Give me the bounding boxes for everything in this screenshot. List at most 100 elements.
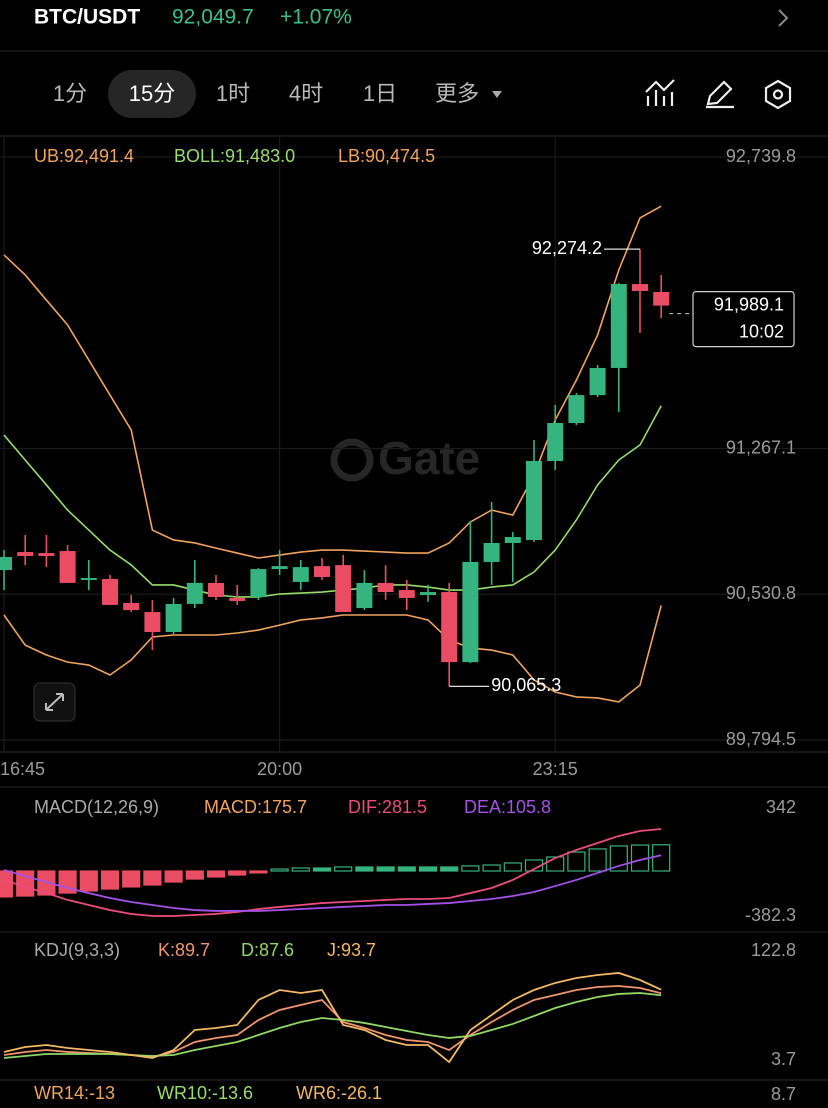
x-tick-label: 23:15	[533, 759, 578, 779]
candle-body	[610, 284, 627, 368]
watermark: Gate	[378, 432, 480, 484]
candle-body	[59, 551, 76, 583]
macd-bar	[185, 870, 204, 880]
legend-entry: DIF:281.5	[348, 797, 427, 817]
legend-entry: J:93.7	[327, 940, 376, 960]
candle-body	[250, 569, 267, 597]
candle-body	[144, 612, 161, 633]
candle-body	[483, 542, 500, 562]
chevron[interactable]	[778, 9, 789, 27]
price: 92,049.7	[172, 6, 254, 29]
macd-bar	[355, 866, 374, 872]
candle-body	[17, 552, 34, 557]
tab-more[interactable]: 更多	[435, 81, 479, 106]
band-line	[3, 605, 662, 703]
indicator-icon[interactable]	[645, 79, 675, 106]
legend-entry: WR6:-26.1	[296, 1083, 382, 1103]
candle-body	[441, 592, 458, 663]
tab[interactable]: 4时	[289, 81, 323, 106]
macd-bar	[37, 870, 56, 896]
candle-body	[102, 578, 118, 605]
indicator-title: KDJ(9,3,3)	[34, 940, 120, 960]
y-tick-label: 342	[766, 797, 796, 817]
indicator-title: MACD(12,26,9)	[34, 797, 159, 817]
macd-bar	[334, 866, 353, 872]
candle-body	[632, 284, 648, 291]
macd-bar	[609, 845, 628, 872]
macd-bar	[546, 856, 565, 872]
legend-entry: LB:90,474.5	[338, 146, 435, 166]
active-tab-bg	[108, 70, 196, 118]
macd-bar	[503, 862, 522, 872]
legend-entry: D:87.6	[241, 940, 294, 960]
candle-body	[589, 367, 606, 396]
candle-body	[356, 582, 373, 609]
settings-icon[interactable]	[764, 79, 792, 110]
dropdown-arrow	[492, 91, 502, 98]
last-price-box	[692, 290, 795, 348]
candle-body	[568, 395, 585, 423]
macd-bar	[291, 867, 310, 872]
candle-body	[547, 422, 564, 462]
candle-body	[335, 565, 352, 613]
legend-entry: MACD:175.7	[204, 797, 307, 817]
macd-bar	[567, 851, 586, 872]
candle-body	[38, 553, 55, 557]
candle-body	[208, 582, 224, 597]
candle-body	[80, 577, 97, 580]
macd-bar	[461, 865, 480, 872]
tab[interactable]: 1日	[363, 81, 397, 106]
high-label: 92,274.2	[532, 238, 602, 258]
macd-bar	[397, 866, 416, 872]
low-label: 90,065.3	[491, 675, 561, 695]
macd-bar	[270, 868, 289, 872]
macd-bar	[206, 870, 226, 878]
watermark-logo	[330, 438, 374, 482]
macd-bar	[440, 866, 459, 872]
macd-bar	[482, 864, 501, 872]
candle-body	[504, 537, 521, 543]
y-tick-label: 91,267.1	[726, 437, 796, 457]
x-tick-label: 16:45	[0, 759, 45, 779]
tab[interactable]: 1分	[53, 81, 87, 106]
draw-icon[interactable]	[706, 80, 734, 109]
tab-active[interactable]: 15分	[129, 81, 175, 106]
candle-body	[186, 582, 203, 604]
change: +1.07%	[280, 6, 352, 29]
macd-bar	[0, 870, 14, 898]
legend-entry: BOLL:91,483.0	[174, 146, 295, 166]
y-tick-label: -382.3	[745, 905, 796, 925]
y-tick-label: 122.8	[751, 940, 796, 960]
legend-entry: WR14:-13	[34, 1083, 115, 1103]
legend-entry: UB:92,491.4	[34, 146, 134, 166]
candle-body	[377, 582, 394, 593]
pair[interactable]: BTC/USDT	[34, 6, 140, 29]
candle-body	[292, 567, 309, 582]
legend-entry: WR10:-13.6	[157, 1083, 253, 1103]
macd-line	[3, 828, 662, 917]
last-price: 91,989.1	[714, 294, 784, 314]
macd-bar	[249, 870, 268, 874]
candle-body	[398, 590, 415, 598]
macd-bar	[100, 870, 120, 890]
candle-body	[526, 461, 542, 540]
y-tick-label: 89,794.5	[726, 729, 796, 749]
macd-bar	[122, 870, 141, 888]
candle-body	[123, 602, 140, 611]
legend-entry: DEA:105.8	[464, 797, 551, 817]
candle-body	[0, 557, 12, 571]
candle-body	[314, 566, 330, 577]
candle-body	[420, 592, 436, 596]
tab[interactable]: 1时	[216, 81, 250, 106]
kdj-line	[3, 992, 662, 1059]
macd-line	[3, 854, 662, 912]
expand-icon	[45, 693, 64, 711]
macd-bar	[376, 866, 395, 872]
macd-bar	[418, 866, 438, 872]
macd-bar	[164, 870, 183, 883]
legend-entry: K:89.7	[158, 940, 210, 960]
macd-bar	[228, 870, 247, 876]
